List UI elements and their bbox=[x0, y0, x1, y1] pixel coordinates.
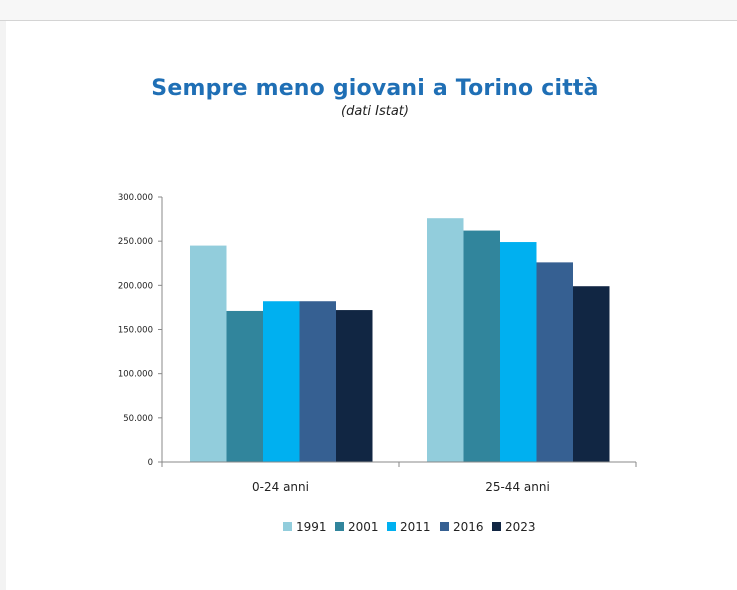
chart-title: Sempre meno giovani a Torino città bbox=[151, 76, 599, 101]
legend-label-1991: 1991 bbox=[296, 520, 327, 534]
bar-2016-0 bbox=[299, 301, 336, 462]
y-tick-label: 50.000 bbox=[123, 414, 153, 424]
legend-label-2011: 2011 bbox=[400, 520, 431, 534]
y-tick-label: 150.000 bbox=[118, 326, 153, 336]
legend-swatch-2016 bbox=[440, 522, 449, 531]
legend-label-2001: 2001 bbox=[348, 520, 379, 534]
legend: 1991 2001 2011 2016 2023 bbox=[283, 520, 536, 534]
bar-2016-1 bbox=[536, 262, 573, 462]
bar-2023-0 bbox=[336, 310, 373, 462]
bar-2001-1 bbox=[463, 230, 500, 462]
bar-2011-0 bbox=[263, 301, 300, 462]
y-axis: 0 50.000 100.000 150.000 200.000 250.000 300.0… bbox=[118, 193, 163, 468]
x-axis: 0-24 anni 25-44 anni bbox=[161, 461, 637, 494]
legend-swatch-2011 bbox=[387, 522, 396, 531]
y-tick-label: 200.000 bbox=[118, 281, 153, 291]
x-category-label: 25-44 anni bbox=[485, 480, 550, 494]
chart-panel bbox=[6, 21, 737, 590]
y-tick-label: 300.000 bbox=[118, 193, 153, 203]
legend-label-2023: 2023 bbox=[505, 520, 536, 534]
window-top-bar bbox=[0, 0, 737, 21]
bar-2001-0 bbox=[226, 310, 263, 462]
y-tick-label: 100.000 bbox=[118, 370, 153, 380]
chart-subtitle: (dati Istat) bbox=[341, 104, 409, 119]
x-category-label: 0-24 anni bbox=[252, 480, 309, 494]
bar-1991-1 bbox=[427, 218, 464, 462]
bar-2011-1 bbox=[500, 242, 537, 462]
legend-label-2016: 2016 bbox=[453, 520, 484, 534]
y-tick-label: 250.000 bbox=[118, 237, 153, 247]
bar-1991-0 bbox=[190, 245, 227, 462]
bar-2023-1 bbox=[573, 286, 610, 462]
legend-swatch-2001 bbox=[335, 522, 344, 531]
bars bbox=[190, 218, 610, 462]
legend-swatch-2023 bbox=[492, 522, 501, 531]
y-tick-label: 0 bbox=[148, 458, 153, 468]
legend-swatch-1991 bbox=[283, 522, 292, 531]
